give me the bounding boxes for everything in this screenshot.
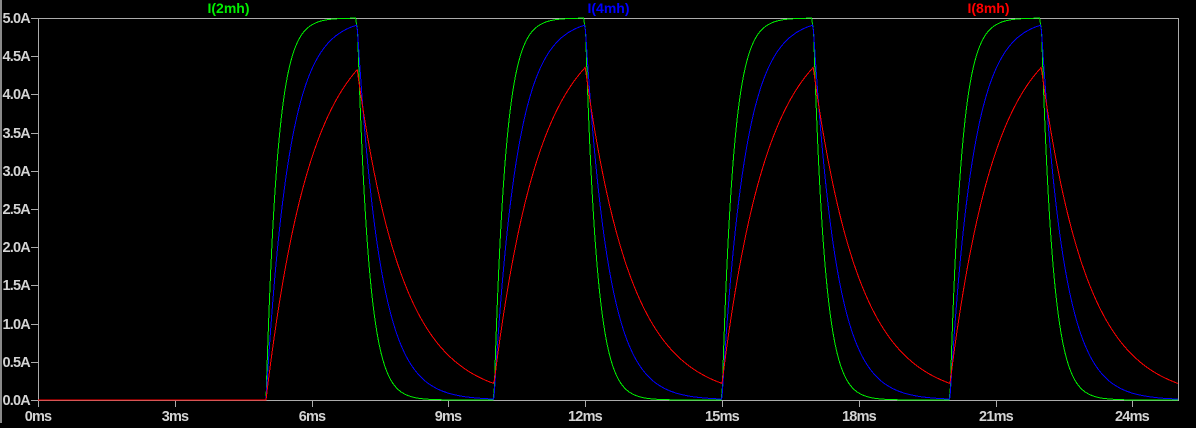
svg-text:6ms: 6ms bbox=[299, 409, 326, 423]
svg-text:18ms: 18ms bbox=[842, 409, 877, 423]
svg-text:3.5A: 3.5A bbox=[3, 126, 32, 142]
svg-text:I(4mh): I(4mh) bbox=[588, 0, 630, 16]
svg-text:I(2mh): I(2mh) bbox=[208, 0, 250, 16]
svg-text:1.5A: 1.5A bbox=[3, 278, 32, 294]
svg-text:0ms: 0ms bbox=[25, 409, 52, 423]
svg-text:2.5A: 2.5A bbox=[3, 202, 32, 218]
svg-text:3.0A: 3.0A bbox=[3, 164, 32, 180]
svg-text:9ms: 9ms bbox=[435, 409, 462, 423]
svg-text:4.5A: 4.5A bbox=[3, 49, 32, 65]
svg-text:I(8mh): I(8mh) bbox=[968, 0, 1010, 16]
svg-text:3ms: 3ms bbox=[162, 409, 189, 423]
svg-text:0.5A: 0.5A bbox=[3, 355, 32, 371]
svg-text:0.0A: 0.0A bbox=[3, 393, 32, 409]
svg-text:4.0A: 4.0A bbox=[3, 87, 32, 103]
svg-text:12ms: 12ms bbox=[568, 409, 603, 423]
svg-text:21ms: 21ms bbox=[979, 409, 1014, 423]
svg-text:24ms: 24ms bbox=[1115, 409, 1150, 423]
svg-text:5.0A: 5.0A bbox=[3, 11, 32, 27]
svg-text:15ms: 15ms bbox=[705, 409, 740, 423]
svg-text:2.0A: 2.0A bbox=[3, 240, 32, 256]
svg-text:1.0A: 1.0A bbox=[3, 317, 32, 333]
